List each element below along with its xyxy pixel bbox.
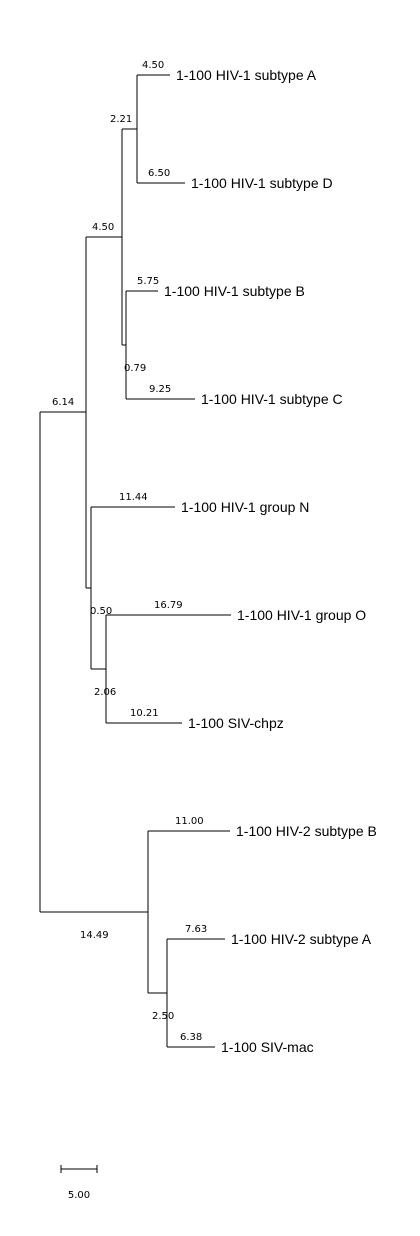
branch-length-AD: 2.21 <box>110 114 132 125</box>
taxon-label-hiv1_A: 1-100 HIV-1 subtype A <box>176 67 317 83</box>
branch-length-siv_cpz: 10.21 <box>130 708 159 719</box>
branch-length-hiv1_B: 5.75 <box>137 276 159 287</box>
branch-length-BC: 0.79 <box>124 363 146 374</box>
taxon-label-hiv1_C: 1-100 HIV-1 subtype C <box>201 391 343 407</box>
branch-length-HIV2_SIVmac: 14.49 <box>80 930 109 941</box>
branch-length-hiv1_A: 4.50 <box>142 60 164 71</box>
taxon-label-hiv1_N: 1-100 HIV-1 group N <box>181 499 309 515</box>
branch-length-hiv1_O: 16.79 <box>154 600 183 611</box>
taxon-label-hiv2_B: 1-100 HIV-2 subtype B <box>236 823 377 839</box>
taxon-label-siv_cpz: 1-100 SIV-chpz <box>188 715 284 731</box>
branch-length-hiv2_A: 7.63 <box>185 924 207 935</box>
tree-labels: 4.50 1-100 HIV-1 subtype A 6.50 1-100 HIV-1… <box>52 60 377 1055</box>
scale-bar-label: 5.00 <box>68 1190 90 1201</box>
branch-length-siv_mac: 6.38 <box>180 1032 202 1043</box>
branch-length-HIV2A_SIVmac: 2.50 <box>152 1011 174 1022</box>
branch-length-N_O_cpz: 0.50 <box>90 606 112 617</box>
branch-length-hiv1_N: 11.44 <box>119 492 148 503</box>
branch-length-O_cpz: 2.06 <box>94 687 116 698</box>
taxon-label-hiv2_A: 1-100 HIV-2 subtype A <box>231 931 372 947</box>
taxon-label-hiv1_D: 1-100 HIV-1 subtype D <box>191 175 333 191</box>
branch-length-hiv1_D: 6.50 <box>148 168 170 179</box>
taxon-label-siv_mac: 1-100 SIV-mac <box>221 1039 314 1055</box>
scale-bar: 5.00 <box>60 1165 98 1201</box>
taxon-label-hiv1_B: 1-100 HIV-1 subtype B <box>164 283 305 299</box>
branch-length-hiv2_B: 11.00 <box>175 816 204 827</box>
branch-length-HIV1_SIVcpz: 6.14 <box>52 397 74 408</box>
taxon-label-hiv1_O: 1-100 HIV-1 group O <box>237 607 366 623</box>
branch-length-ABCD: 4.50 <box>92 222 114 233</box>
branch-length-hiv1_C: 9.25 <box>149 384 171 395</box>
tree-branches <box>39 74 231 1048</box>
